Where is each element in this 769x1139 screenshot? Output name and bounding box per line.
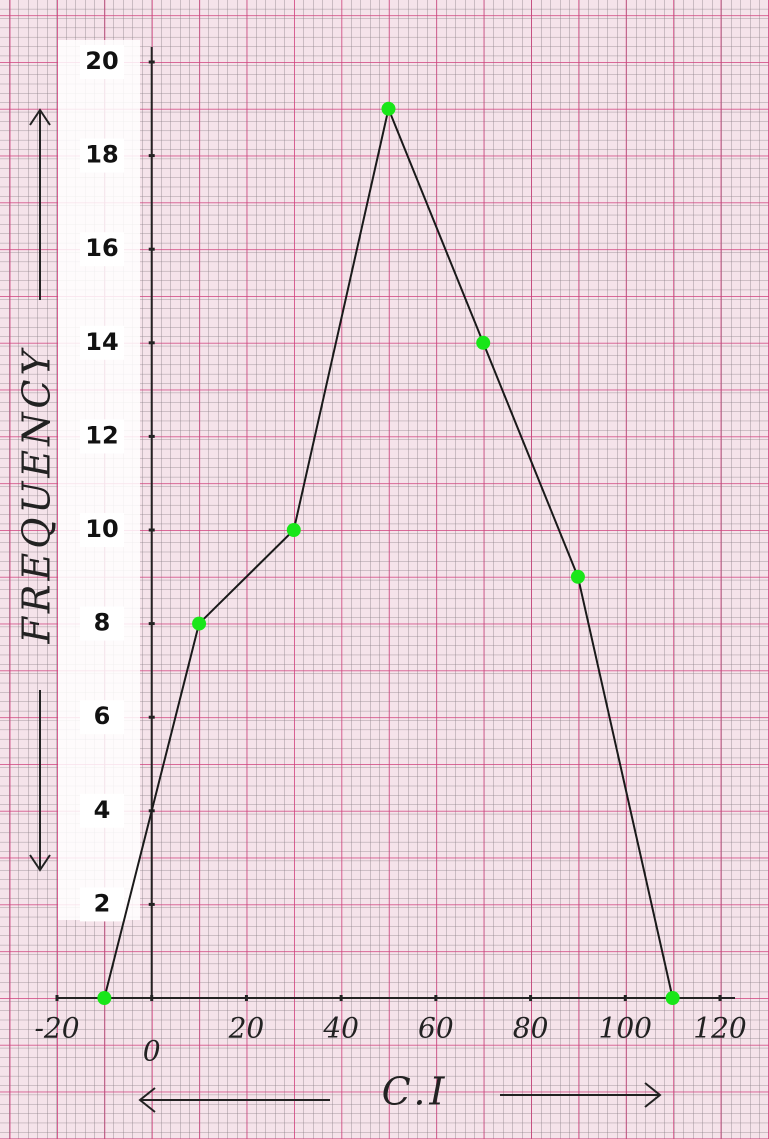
y-tick-label-bg [80,138,124,173]
y-tick-label: 18 [85,141,118,169]
x-tick-label: 120 [693,1012,746,1045]
y-tick-label-bg [80,700,124,735]
x-tick-label: 40 [322,1012,359,1045]
x-tick-label: -20 [34,1012,79,1045]
y-tick-label: 14 [85,328,118,356]
y-tick-label: 20 [85,47,118,75]
y-tick-label: 12 [85,421,118,449]
y-tick-label: 2 [94,889,111,917]
x-tick-label: 20 [228,1012,265,1045]
label-strip [58,40,140,920]
y-tick-label-bg [80,513,124,547]
point [286,523,301,537]
point [476,335,491,350]
y-tick-label-bg [80,419,124,454]
x-arrow [138,1082,662,1113]
point [192,616,207,631]
point [665,991,680,1005]
x-axis-label: C.I [382,1070,449,1114]
y-tick-label: 8 [94,609,111,637]
y-tick-label: 4 [94,796,111,824]
y-arrow [29,108,51,872]
y-tick-label-bg [80,232,124,267]
y-tick-label-bg [80,45,124,79]
x-tick-label: 0 [143,1035,161,1068]
y-tick-label: 16 [85,234,118,262]
y-axis-label: FREQUENCY [15,346,59,644]
y-tick-label-bg [80,325,124,360]
y-tick-label: 6 [94,702,111,730]
x-tick-label: 80 [513,1012,549,1045]
y-tick-label-bg [80,606,124,641]
point [570,569,585,584]
y-tick-label-bg [80,793,124,828]
y-tick-label: 10 [85,515,118,543]
x-tick-label: 60 [418,1012,454,1045]
x-tick-label: 100 [599,1012,652,1045]
point [381,101,396,116]
point [97,991,112,1005]
y-tick-label-bg [80,887,124,922]
